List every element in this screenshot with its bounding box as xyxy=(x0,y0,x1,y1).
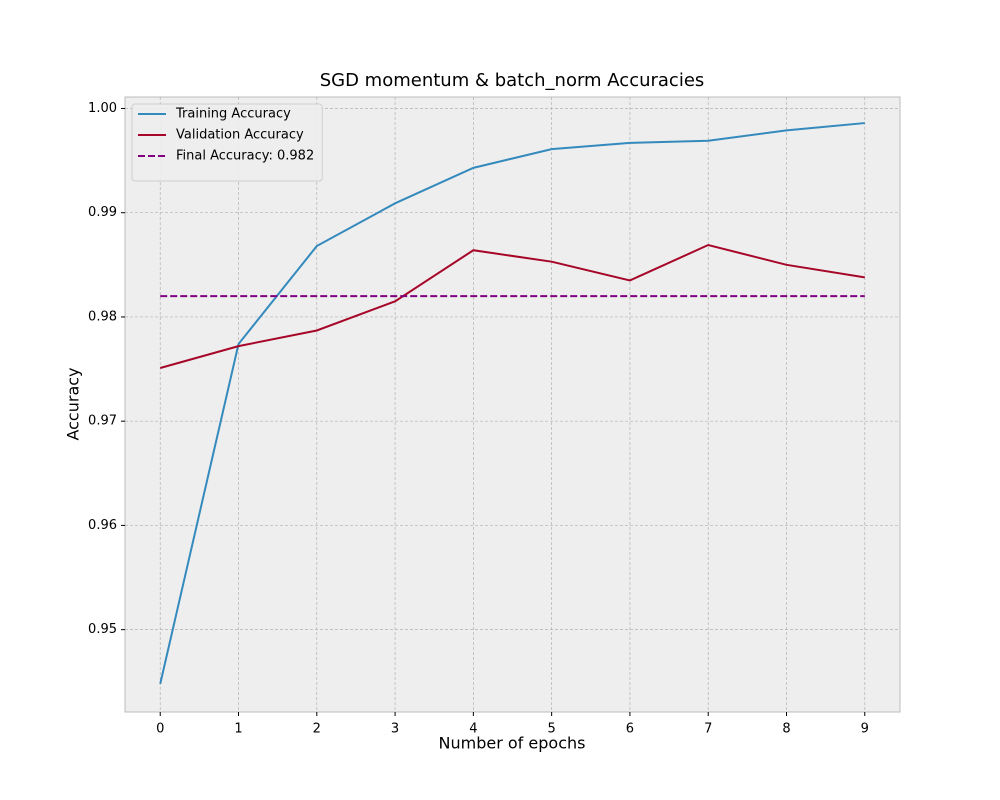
series-line xyxy=(159,243,865,369)
x-tick-label: 0 xyxy=(156,722,164,737)
grid xyxy=(125,97,900,712)
x-tick-label: 7 xyxy=(704,722,712,737)
x-tick-label: 8 xyxy=(782,722,790,737)
x-tick-label: 3 xyxy=(391,722,399,737)
x-tick-label: 5 xyxy=(548,722,556,737)
legend: Training Accuracy Validation Accuracy Fina… xyxy=(131,103,323,182)
x-tick-label: 4 xyxy=(469,722,477,737)
y-axis-label: Accuracy xyxy=(64,367,83,440)
y-tick-label: 0.97 xyxy=(88,414,117,429)
plot-area xyxy=(124,96,901,713)
x-tick-label: 2 xyxy=(313,722,321,737)
x-axis-label: Number of epochs xyxy=(439,734,586,753)
x-tick-label: 6 xyxy=(626,722,634,737)
y-tick-label: 0.95 xyxy=(88,622,117,637)
legend-label: Validation Accuracy xyxy=(176,128,304,143)
series-line xyxy=(159,122,865,685)
chart-title: SGD momentum & batch_norm Accuracies xyxy=(320,70,705,91)
y-tick-label: 0.96 xyxy=(88,518,117,533)
legend-box xyxy=(131,103,323,182)
legend-label: Training Accuracy xyxy=(175,107,291,122)
x-tick-label: 1 xyxy=(234,722,242,737)
y-tick-label: 0.99 xyxy=(88,205,117,220)
y-tick-label: 0.98 xyxy=(88,309,117,324)
x-tick-label: 9 xyxy=(861,722,869,737)
y-tick-label: 1.00 xyxy=(88,101,117,116)
legend-label: Final Accuracy: 0.982 xyxy=(176,149,314,164)
